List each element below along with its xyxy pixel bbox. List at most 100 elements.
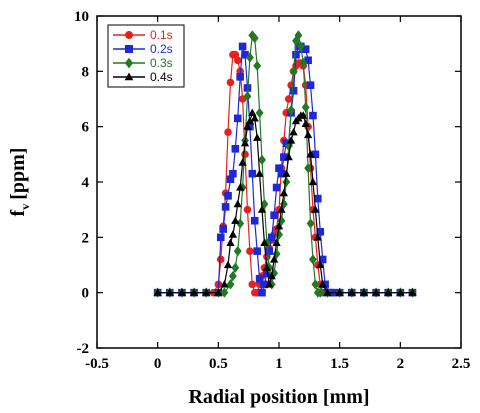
data-point xyxy=(313,233,322,241)
data-point xyxy=(299,111,308,119)
data-point xyxy=(231,216,240,224)
y-tick-label: 10 xyxy=(74,9,89,25)
data-point xyxy=(255,107,264,118)
data-point xyxy=(224,192,232,200)
data-point xyxy=(265,280,274,288)
legend-marker xyxy=(125,45,133,53)
series-0.4s xyxy=(153,108,417,296)
legend-label: 0.3s xyxy=(150,56,173,70)
legend-marker xyxy=(124,72,134,81)
data-point xyxy=(270,211,278,219)
data-point xyxy=(219,225,227,233)
data-point xyxy=(236,73,244,81)
data-point xyxy=(233,199,242,208)
data-point xyxy=(260,238,269,247)
data-point xyxy=(316,287,325,298)
data-point xyxy=(282,169,291,177)
svg-text:fv[ppm]: fv [ppm] xyxy=(7,148,32,217)
data-point xyxy=(245,52,254,63)
data-point xyxy=(408,288,417,296)
y-axis-title-unit: [ppm] xyxy=(7,148,29,200)
data-point xyxy=(299,57,308,69)
x-axis-ticks: -0.5 0 0.5 1 1.5 2 2.5 xyxy=(85,16,470,372)
data-point xyxy=(284,95,293,103)
data-point xyxy=(233,56,242,65)
data-point xyxy=(189,288,199,296)
legend-marker xyxy=(125,31,133,39)
data-point xyxy=(314,194,322,203)
data-point xyxy=(233,114,242,123)
data-point xyxy=(318,280,327,288)
y-tick-label: 4 xyxy=(82,175,90,191)
data-point xyxy=(371,288,381,296)
legend-label: 0.4s xyxy=(150,70,173,84)
data-point xyxy=(309,254,317,265)
data-point xyxy=(292,50,300,59)
data-point xyxy=(250,114,259,122)
data-point xyxy=(396,288,405,296)
data-point xyxy=(231,262,240,273)
data-point xyxy=(277,205,286,213)
data-point xyxy=(289,66,298,77)
series-layer xyxy=(153,30,417,298)
y-tick-label: 2 xyxy=(82,230,90,246)
data-point xyxy=(287,104,296,116)
legend: 0.1s0.2s0.3s0.4s xyxy=(107,24,185,88)
data-point xyxy=(253,60,262,71)
data-point xyxy=(308,177,318,186)
legend-item: 0.2s xyxy=(113,42,173,56)
y-axis-ticks: -2 0 2 4 6 8 10 xyxy=(74,9,461,357)
data-point xyxy=(275,229,283,240)
data-point xyxy=(231,145,240,153)
data-point xyxy=(294,30,303,41)
data-point xyxy=(323,288,332,296)
data-point xyxy=(216,233,225,242)
x-tick-label: -0.5 xyxy=(85,356,109,372)
data-point xyxy=(286,136,296,144)
data-point xyxy=(250,33,259,44)
x-axis-title: Radial position [mm] xyxy=(188,386,369,408)
data-point xyxy=(238,42,247,51)
data-point xyxy=(303,130,313,139)
data-point xyxy=(267,271,276,280)
data-point xyxy=(255,169,264,177)
legend-label: 0.1s xyxy=(150,28,173,42)
data-point xyxy=(306,218,315,229)
data-point xyxy=(246,247,254,255)
y-tick-label: 0 xyxy=(82,286,90,302)
data-point xyxy=(236,183,245,191)
data-point xyxy=(255,275,264,283)
data-point xyxy=(265,247,274,255)
data-point xyxy=(243,122,252,130)
data-point xyxy=(311,279,320,290)
data-point xyxy=(272,248,281,260)
data-point xyxy=(221,203,230,211)
data-point xyxy=(226,78,235,87)
data-point xyxy=(243,205,252,214)
data-point xyxy=(304,163,313,174)
data-point xyxy=(347,288,356,296)
data-point xyxy=(228,270,237,282)
data-point xyxy=(226,279,235,290)
legend-item: 0.1s xyxy=(113,28,173,42)
data-point xyxy=(316,260,325,269)
data-point xyxy=(243,91,252,102)
data-point xyxy=(238,158,247,166)
y-tick-label: 8 xyxy=(82,64,90,80)
data-point xyxy=(229,169,237,178)
data-point xyxy=(177,288,187,296)
data-point xyxy=(306,81,315,89)
data-point xyxy=(202,288,211,296)
x-tick-label: 0 xyxy=(154,356,162,372)
legend-marker xyxy=(124,57,134,69)
data-point xyxy=(220,287,229,298)
data-point xyxy=(258,288,266,297)
x-tick-label: 1 xyxy=(275,356,283,372)
y-tick-label: -2 xyxy=(77,341,90,357)
data-point xyxy=(384,288,393,296)
data-point xyxy=(240,138,250,147)
data-point xyxy=(228,230,238,238)
data-point xyxy=(279,188,289,197)
data-point xyxy=(224,128,232,136)
